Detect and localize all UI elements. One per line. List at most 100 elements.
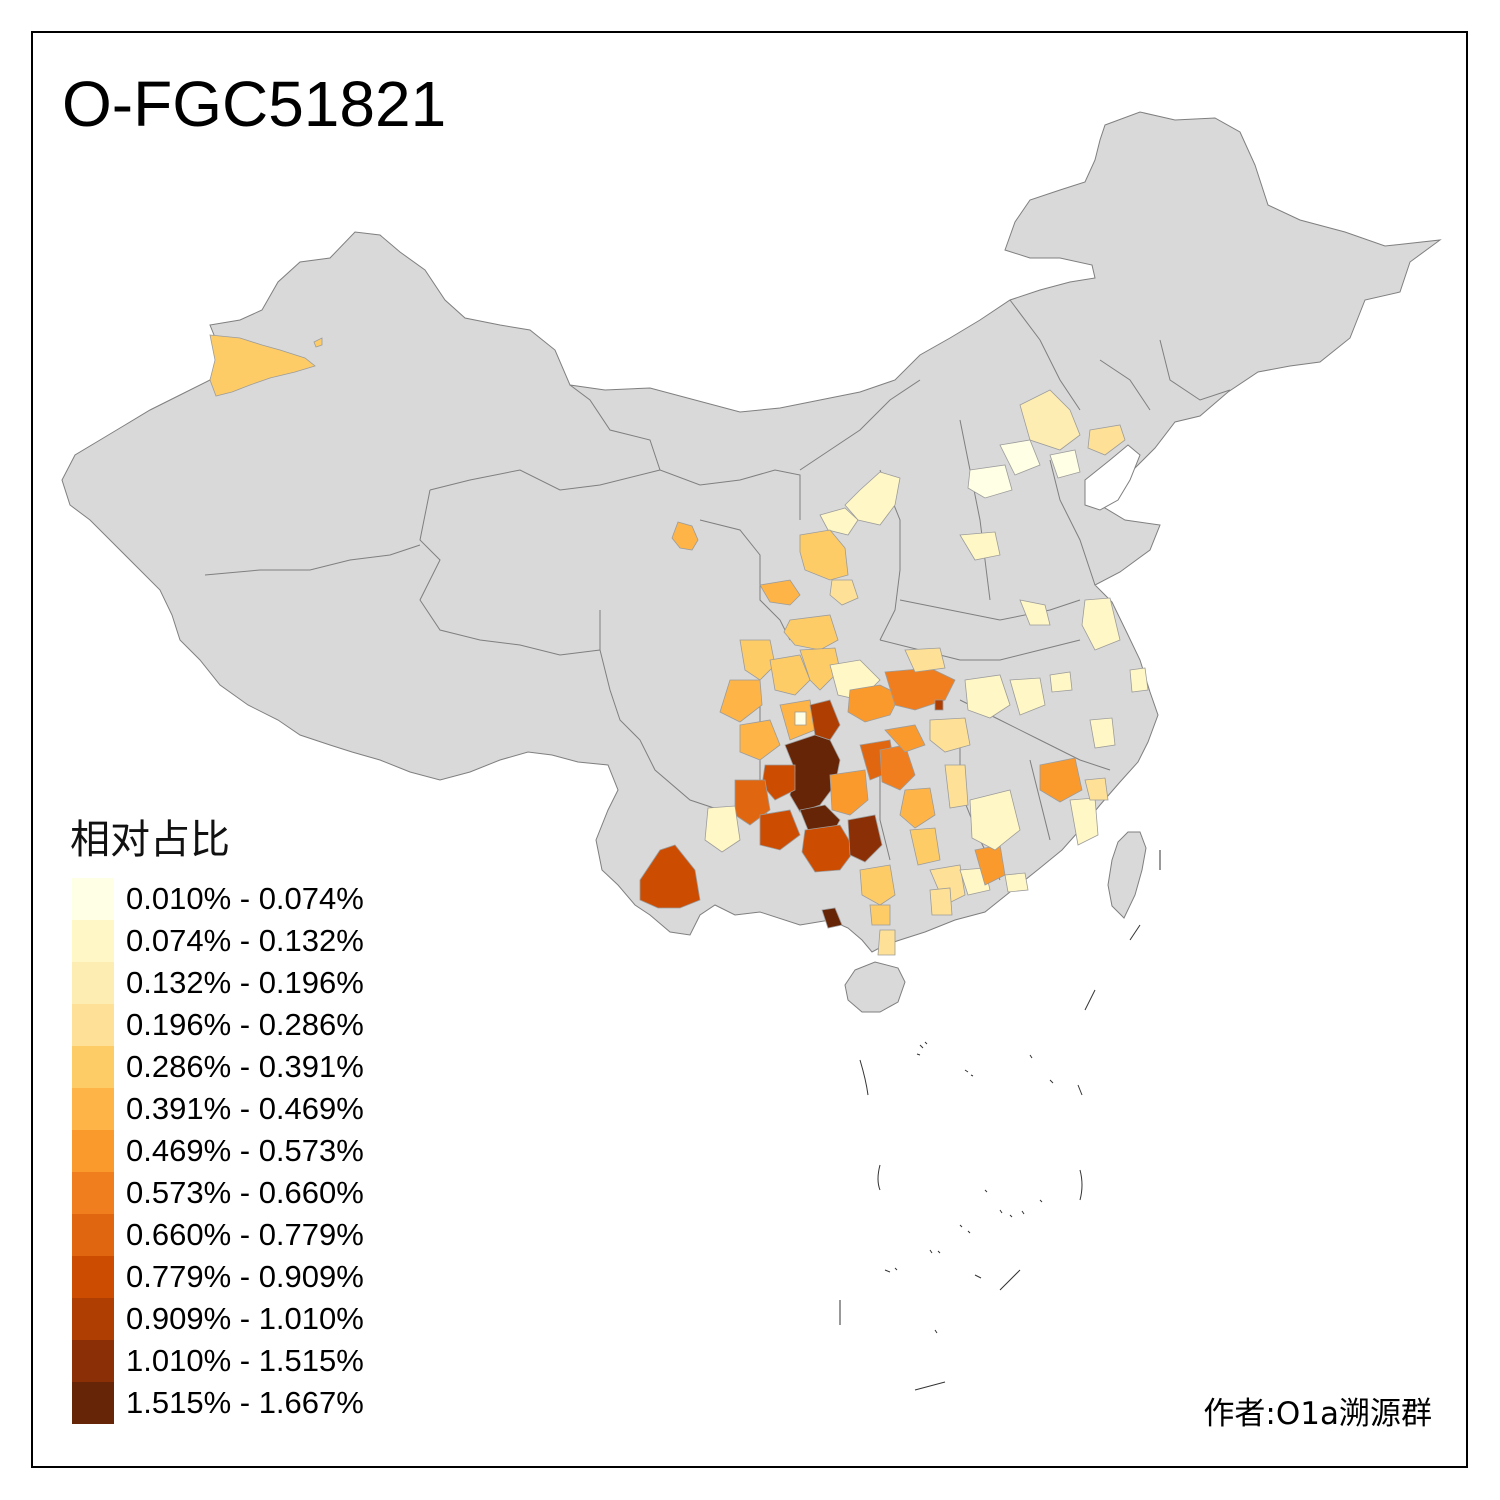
region-sc-h — [739, 719, 781, 761]
legend-row: 0.660% - 0.779% — [70, 1214, 364, 1256]
legend-row: 0.779% - 0.909% — [70, 1256, 364, 1298]
region-hubei-c — [934, 699, 944, 711]
legend-label: 0.909% - 1.010% — [126, 1301, 364, 1336]
legend-label: 0.196% - 0.286% — [126, 1007, 364, 1042]
hainan-island — [844, 961, 906, 1013]
region-yn-b — [639, 844, 701, 909]
region-cq-a — [847, 684, 901, 723]
region-gz-a — [809, 699, 841, 741]
region-fj-c — [1084, 777, 1109, 801]
region-sc-c — [799, 647, 841, 691]
legend: 相对占比 0.010% - 0.074% 0.074% - 0.132% 0.132… — [70, 817, 364, 1424]
legend-label: 0.660% - 0.779% — [126, 1217, 364, 1252]
region-hb-c — [999, 439, 1041, 476]
legend-swatch — [72, 878, 114, 920]
base-land — [61, 111, 1442, 1013]
region-sc-d — [719, 679, 763, 723]
region-fj-b — [1069, 797, 1099, 846]
legend-swatch — [72, 1130, 114, 1172]
legend-row: 0.573% - 0.660% — [70, 1172, 364, 1214]
legend-label: 0.286% - 0.391% — [126, 1049, 364, 1084]
region-js-c — [1019, 599, 1051, 626]
choropleth-regions — [209, 334, 1149, 956]
region-fj-a — [1039, 757, 1083, 803]
mainland-outline — [61, 111, 1442, 953]
region-js-a — [1049, 671, 1073, 693]
author-credit: 作者:O1a溯源群 — [1203, 1396, 1432, 1432]
region-hubei-b — [904, 647, 946, 673]
region-hunan-b — [884, 724, 926, 753]
region-gz-g — [801, 824, 856, 873]
region-baoji — [829, 579, 859, 606]
region-yanan — [844, 471, 901, 526]
region-yn-a — [704, 805, 741, 853]
legend-label: 1.010% - 1.515% — [126, 1343, 364, 1378]
legend-swatch — [72, 1340, 114, 1382]
region-sc-a — [739, 639, 776, 681]
region-jx-a — [969, 789, 1021, 851]
region-gz-d — [759, 809, 801, 851]
legend-label: 0.391% - 0.469% — [126, 1091, 364, 1126]
legend-row: 0.909% - 1.010% — [70, 1298, 364, 1340]
region-gd-a — [877, 929, 896, 956]
region-sc-g — [794, 711, 807, 726]
region-hb-e — [1049, 449, 1081, 479]
region-zj-a — [1089, 717, 1116, 749]
region-hunan-e — [909, 827, 941, 866]
legend-label: 0.074% - 0.132% — [126, 923, 364, 958]
legend-swatch — [72, 1382, 114, 1424]
region-hunan-c — [899, 787, 936, 829]
map-frame — [31, 31, 1468, 1468]
legend-items: 0.010% - 0.074% 0.074% - 0.132% 0.132% - 0… — [70, 878, 364, 1424]
legend-row: 0.074% - 0.132% — [70, 920, 364, 962]
region-ah-a — [964, 674, 1011, 719]
region-hb-b — [1087, 424, 1126, 456]
legend-row: 0.010% - 0.074% — [70, 878, 364, 920]
legend-swatch — [72, 1046, 114, 1088]
legend-label: 1.515% - 1.667% — [126, 1385, 364, 1420]
legend-row: 1.010% - 1.515% — [70, 1340, 364, 1382]
region-gx-a — [859, 864, 896, 906]
region-gd-f — [929, 887, 953, 916]
legend-label: 0.010% - 0.074% — [126, 881, 364, 916]
legend-row: 0.132% - 0.196% — [70, 962, 364, 1004]
bohai-sea — [1084, 444, 1141, 511]
legend-swatch — [72, 1088, 114, 1130]
legend-swatch — [72, 920, 114, 962]
region-js-d — [1129, 667, 1149, 693]
legend-title: 相对占比 — [70, 817, 230, 863]
legend-label: 0.779% - 0.909% — [126, 1259, 364, 1294]
region-hunan-d — [944, 764, 969, 809]
region-js-b — [1081, 597, 1121, 651]
region-small-xj — [313, 337, 323, 348]
region-gz-h — [847, 814, 883, 863]
legend-row: 0.196% - 0.286% — [70, 1004, 364, 1046]
legend-row: 0.391% - 0.469% — [70, 1088, 364, 1130]
region-ili — [209, 334, 316, 397]
region-sc-b — [769, 654, 811, 696]
region-xining — [671, 521, 699, 551]
region-ah-b — [1009, 677, 1046, 716]
taiwan-island — [1107, 831, 1147, 919]
legend-label: 0.469% - 0.573% — [126, 1133, 364, 1168]
legend-row: 0.286% - 0.391% — [70, 1046, 364, 1088]
region-gd-e — [1004, 872, 1029, 893]
region-sd-a — [959, 531, 1001, 561]
south-sea-islands — [839, 850, 1161, 1391]
map-title: O-FGC51821 — [62, 68, 447, 140]
legend-swatch — [72, 1214, 114, 1256]
legend-row: 0.469% - 0.573% — [70, 1130, 364, 1172]
region-shaanxi-a — [819, 507, 859, 536]
legend-row: 1.515% - 1.667% — [70, 1382, 364, 1424]
legend-swatch — [72, 962, 114, 1004]
region-hb-d — [967, 464, 1013, 499]
legend-swatch — [72, 1298, 114, 1340]
legend-swatch — [72, 1172, 114, 1214]
region-longnan — [759, 579, 801, 606]
legend-label: 0.132% - 0.196% — [126, 965, 364, 1000]
legend-label: 0.573% - 0.660% — [126, 1175, 364, 1210]
region-tianshui — [799, 529, 849, 581]
region-gx-c — [821, 907, 843, 929]
region-hubei-d — [929, 717, 971, 753]
